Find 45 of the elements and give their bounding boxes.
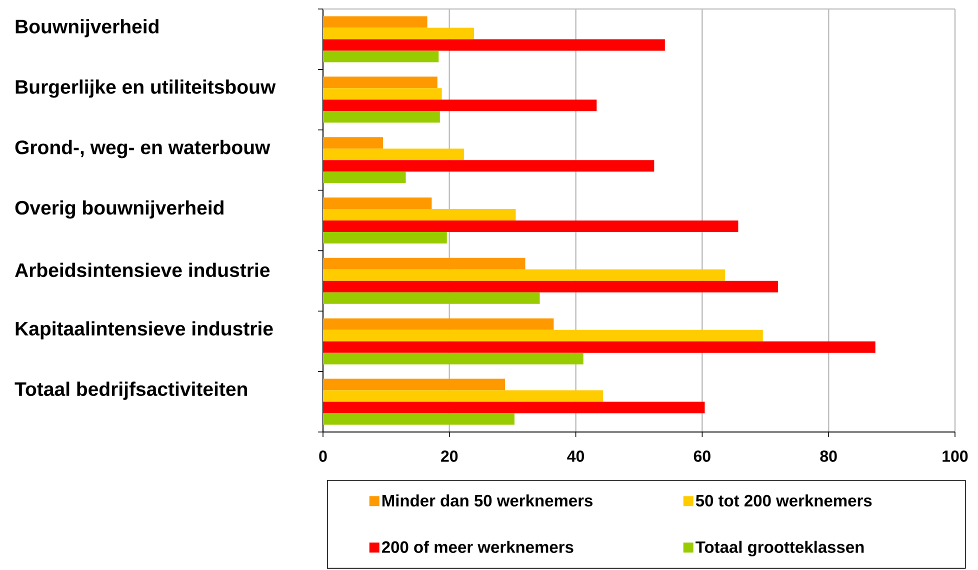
bar <box>323 258 526 270</box>
x-tick-label: 0 <box>319 450 327 462</box>
bar <box>323 160 654 172</box>
x-tick-label: 40 <box>567 450 584 462</box>
y-tick-label: Arbeidsintensieve industrie <box>15 262 270 278</box>
bar <box>323 50 439 62</box>
bar <box>323 111 440 123</box>
bar <box>323 28 474 40</box>
y-tick-label: Burgerlijke en utiliteitsbouw <box>16 80 276 98</box>
bar <box>323 208 516 220</box>
y-tick-label: Totaal bedrijfsactiviteiten <box>14 382 247 400</box>
legend-label: 50 tot 200 werknemers <box>696 494 872 507</box>
bar <box>323 318 554 330</box>
bar <box>323 88 442 100</box>
bar <box>323 280 778 292</box>
y-tick-label: Grond-, weg- en waterbouw <box>15 140 270 158</box>
x-tick-label: 100 <box>942 450 968 462</box>
bar <box>323 341 876 353</box>
x-tick-label: 20 <box>441 450 458 462</box>
bar <box>323 197 432 209</box>
bar <box>323 148 464 160</box>
bar <box>323 330 763 342</box>
bar <box>323 413 514 425</box>
bar <box>323 352 584 364</box>
bar <box>323 39 665 51</box>
bar <box>323 292 540 304</box>
bar <box>323 402 705 414</box>
bar <box>323 378 506 390</box>
legend-label: Totaal grootteklassen <box>696 540 864 556</box>
bar <box>323 137 384 149</box>
legend-label: 200 of meer werknemers <box>382 540 574 553</box>
bar <box>323 220 738 232</box>
x-tick-label: 60 <box>694 450 710 462</box>
bar <box>323 232 447 244</box>
bar <box>323 100 597 112</box>
bar <box>323 172 406 184</box>
bar <box>323 76 438 88</box>
y-tick-label: Kapitaalintensieve industrie <box>16 321 273 340</box>
y-tick-label: Bouwnijverheid <box>16 19 158 38</box>
y-tick-label: Overig bouwnijverheid <box>15 200 224 219</box>
legend-label: Minder dan 50 werknemers <box>382 494 593 507</box>
x-tick-label: 80 <box>820 450 837 462</box>
bar <box>323 269 725 281</box>
bar <box>323 16 428 28</box>
bar <box>323 390 603 402</box>
